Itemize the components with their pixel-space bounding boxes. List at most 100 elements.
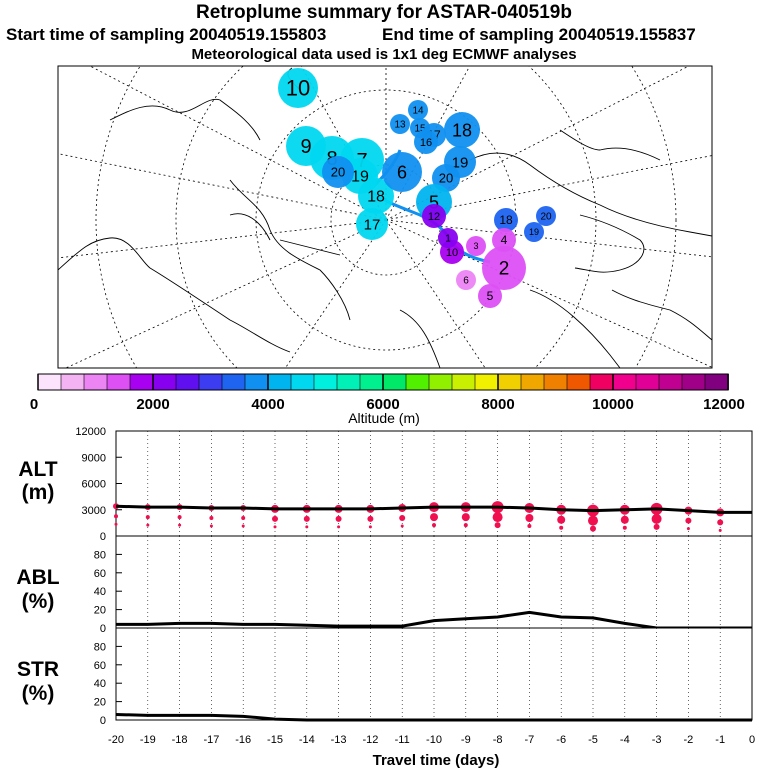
x-tick-label: -5 <box>588 734 598 746</box>
map-bubble: 3 <box>466 236 486 256</box>
x-tick-label: -11 <box>395 734 410 746</box>
x-tick-label: -15 <box>267 734 283 746</box>
x-tick-label: -4 <box>620 734 630 746</box>
alt-marker <box>587 504 599 517</box>
met-data-label: Meteorological data used is 1x1 deg ECMW… <box>191 46 577 63</box>
alt-marker <box>146 523 150 527</box>
svg-text:1: 1 <box>445 234 451 245</box>
svg-text:9: 9 <box>300 136 311 158</box>
colorbar-cell <box>612 373 637 391</box>
map-bubble: 16 <box>414 130 438 154</box>
svg-text:17: 17 <box>427 128 441 142</box>
alt-marker <box>492 512 503 523</box>
svg-text:17: 17 <box>364 216 381 233</box>
map-bubble: 15 <box>410 118 430 138</box>
alt-marker <box>178 523 182 527</box>
alt-marker <box>527 524 532 528</box>
map-bubble: 5 <box>478 284 502 308</box>
svg-text:6: 6 <box>397 162 407 182</box>
alt-marker <box>590 525 596 532</box>
colorbar-tick-label: 0 <box>30 396 38 413</box>
alt-marker <box>208 505 215 511</box>
colorbar-cell <box>313 373 338 391</box>
y-tick-label: 3000 <box>82 505 106 517</box>
map-coastlines <box>58 67 712 368</box>
colorbar-cell <box>382 373 407 391</box>
alt-marker <box>430 513 438 522</box>
y-tick-label: 12000 <box>75 426 106 438</box>
colorbar-cell <box>221 373 246 391</box>
map-bubble: 19 <box>342 158 378 194</box>
colorbar-cell <box>198 373 223 391</box>
series-line-str <box>115 712 752 722</box>
panel-label: ABL <box>16 566 59 589</box>
map-bubble: 20 <box>536 206 556 226</box>
map-bubble: 17 <box>422 123 446 147</box>
alt-marker <box>334 504 343 513</box>
svg-text:14: 14 <box>412 106 424 117</box>
colorbar-cell <box>175 373 200 391</box>
colorbar-label: Altitude (m) <box>348 410 420 426</box>
colorbar-cell <box>290 373 315 391</box>
colorbar-tick-label: 8000 <box>481 396 514 413</box>
y-tick-label: 60 <box>94 568 106 580</box>
map-bubble: 18 <box>494 208 518 232</box>
y-tick-label: 80 <box>94 549 106 561</box>
y-tick-label: 0 <box>100 715 106 727</box>
alt-marker <box>241 516 246 520</box>
alt-marker <box>524 503 535 513</box>
x-tick-label: -20 <box>108 734 124 746</box>
y-tick-label: 40 <box>94 586 106 598</box>
alt-marker <box>366 504 375 513</box>
svg-text:20: 20 <box>331 165 345 180</box>
panel-label: ALT <box>18 458 57 481</box>
map-bubble: 12 <box>422 204 446 228</box>
x-tick-label: -2 <box>684 734 694 746</box>
map-bubble: 18 <box>444 112 480 148</box>
svg-text:5: 5 <box>487 289 494 303</box>
x-axis-label: Travel time (days) <box>373 752 500 768</box>
trajectory-path <box>367 149 491 264</box>
alt-marker <box>144 504 151 511</box>
x-tick-label: -13 <box>331 734 347 746</box>
colorbar-cell <box>451 373 476 391</box>
alt-marker <box>272 515 278 522</box>
colorbar-cell <box>543 373 568 391</box>
alt-marker <box>717 519 724 526</box>
x-tick-label: -18 <box>172 734 188 746</box>
alt-marker <box>399 515 406 521</box>
alt-marker <box>461 513 470 522</box>
x-tick-label: -14 <box>299 734 315 746</box>
alt-marker <box>559 525 564 530</box>
x-tick-label: -8 <box>493 734 503 746</box>
y-tick-label: 0 <box>100 623 106 635</box>
svg-text:10: 10 <box>446 247 458 259</box>
map-bubble: 17 <box>356 208 388 240</box>
colorbar-cell <box>37 373 62 391</box>
x-tick-label: -17 <box>203 734 219 746</box>
svg-text:18: 18 <box>499 213 513 227</box>
x-tick-label: -7 <box>525 734 535 746</box>
panel-unit: (%) <box>22 590 55 613</box>
colorbar-cell <box>129 373 154 391</box>
x-tick-label: -1 <box>715 734 725 746</box>
colorbar-cell <box>658 373 683 391</box>
colorbar-cell <box>681 373 706 391</box>
colorbar-cell <box>497 373 522 391</box>
map-bubble: 10 <box>440 240 464 264</box>
colorbar-cell <box>106 373 131 391</box>
x-tick-label: -12 <box>362 734 378 746</box>
alt-marker <box>684 506 693 515</box>
svg-text:7: 7 <box>356 150 367 172</box>
alt-marker <box>685 517 692 524</box>
x-tick-label: -16 <box>235 734 251 746</box>
colorbar-cell <box>635 373 660 391</box>
chart-title: Retroplume summary for ASTAR-040519b <box>196 2 572 23</box>
map-bubble: 10 <box>278 68 318 108</box>
map-bubble: 19 <box>444 146 476 178</box>
map-bubble: 13 <box>390 114 410 134</box>
map-bubble: 18 <box>358 178 394 214</box>
series-line-abl <box>116 610 752 630</box>
colorbar-tick-label: 6000 <box>366 396 399 413</box>
